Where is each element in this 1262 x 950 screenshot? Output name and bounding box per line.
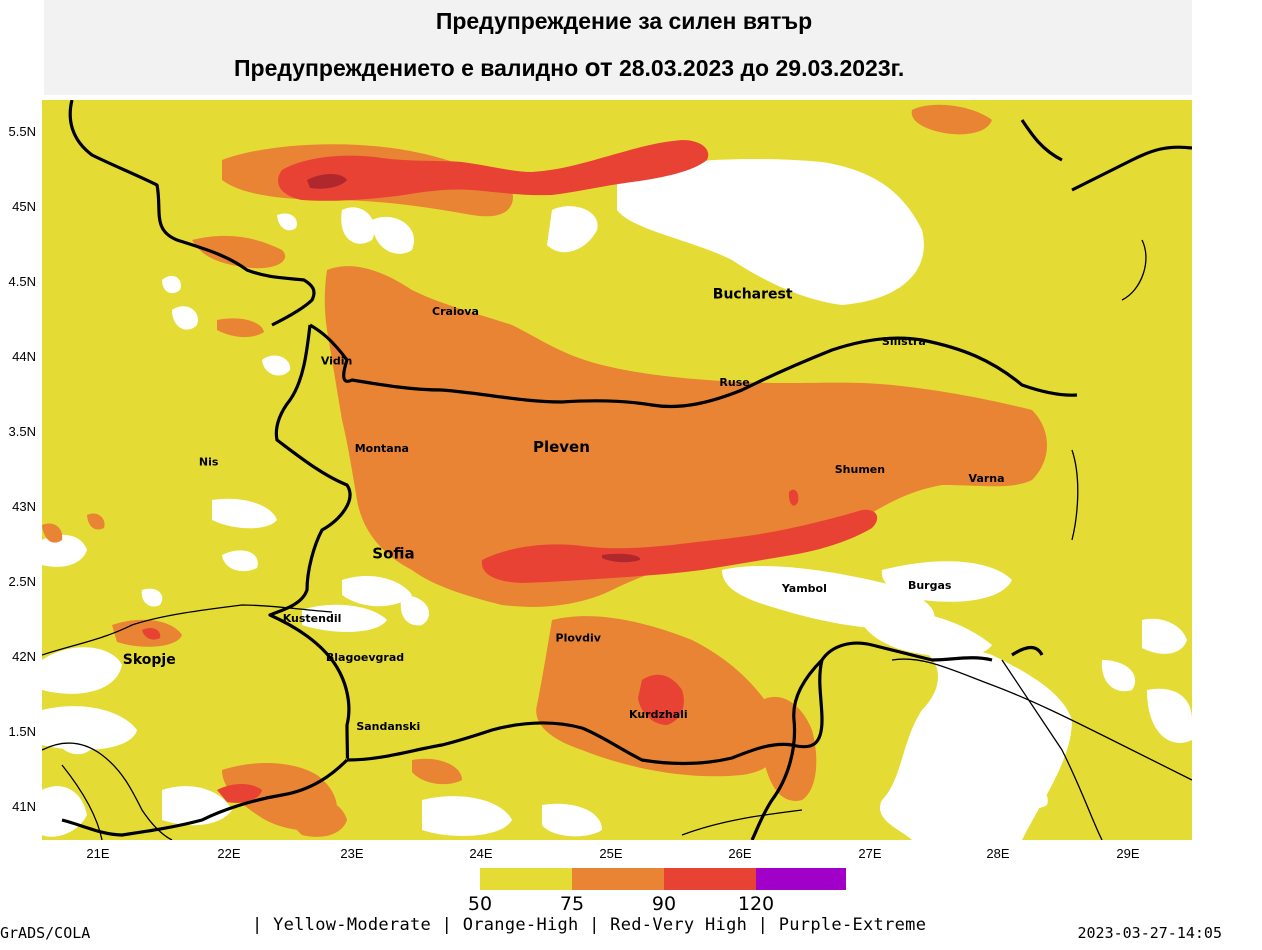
lat-label: 41N <box>12 799 36 814</box>
city-label-burgas: Burgas <box>908 579 952 592</box>
lat-label: 43N <box>12 499 36 514</box>
validity-subtitle: Предупреждението е валидно от 28.03.2023… <box>234 52 904 83</box>
city-label-nis: Nis <box>199 455 219 468</box>
lon-label: 21E <box>86 846 110 861</box>
lat-label: 5.5N <box>8 124 36 139</box>
city-label-blagoevgrad: Blagoevgrad <box>326 651 404 664</box>
very-high-warning-areas <box>142 140 878 803</box>
warning-title: Предупреждение за силен вятър <box>435 8 813 34</box>
grads-credit: GrADS/COLA <box>0 924 91 942</box>
city-label-yambol: Yambol <box>781 582 827 595</box>
lat-label: 4.5N <box>8 274 36 289</box>
city-label-montana: Montana <box>355 442 409 455</box>
lat-label: 42N <box>12 649 36 664</box>
city-label-vidin: Vidin <box>321 355 353 368</box>
lat-label: 45N <box>12 199 36 214</box>
city-label-pleven: Pleven <box>533 438 590 456</box>
lon-label: 23E <box>340 846 364 861</box>
city-label-sofia: Sofia <box>372 545 414 563</box>
legend-tick: 90 <box>651 893 677 915</box>
wind-warning-map: Craiova Bucharest Silistra Vidin Ruse Montana… <box>42 100 1192 840</box>
city-label-kustendil: Kustendil <box>283 612 342 625</box>
city-labels: Craiova Bucharest Silistra Vidin Ruse Montana… <box>123 287 1005 734</box>
legend-swatch-very-high <box>664 868 756 890</box>
legend-swatch-moderate <box>480 868 572 890</box>
city-label-sandanski: Sandanski <box>356 720 420 733</box>
lon-label: 22E <box>217 846 241 861</box>
legend-description: | Yellow-Moderate | Orange-High | Red-Ve… <box>252 915 927 935</box>
city-label-craiova: Craiova <box>432 305 479 318</box>
lon-label: 24E <box>469 846 493 861</box>
lon-label: 26E <box>728 846 752 861</box>
lat-label: 44N <box>12 349 36 364</box>
city-label-shumen: Shumen <box>835 463 885 476</box>
boundary-lines <box>42 239 1192 840</box>
title-banner <box>44 0 1192 95</box>
run-timestamp: 2023-03-27-14:05 <box>1077 924 1223 942</box>
city-label-ruse: Ruse <box>719 376 749 389</box>
legend-tick: 120 <box>737 893 775 915</box>
validity-from: от <box>584 52 613 82</box>
legend-swatch-extreme <box>756 868 846 890</box>
bulgaria-border <box>61 100 1192 840</box>
validity-dates: 28.03.2023 до 29.03.2023г. <box>612 55 905 81</box>
city-label-skopje: Skopje <box>123 652 176 668</box>
legend-tick: 50 <box>467 893 493 915</box>
extreme-core-areas <box>307 174 641 563</box>
city-label-varna: Varna <box>969 472 1005 485</box>
lon-label: 25E <box>599 846 623 861</box>
city-label-bucharest: Bucharest <box>713 287 793 303</box>
no-warning-areas <box>42 159 1192 840</box>
lon-label: 29E <box>1116 846 1140 861</box>
lat-label: 1.5N <box>8 724 36 739</box>
city-label-kurdzhali: Kurdzhali <box>629 708 688 721</box>
validity-prefix: Предупреждението е валидно <box>234 55 585 81</box>
legend-tick: 75 <box>559 893 585 915</box>
city-label-silistra: Silistra <box>882 335 926 348</box>
legend-colorbar <box>480 868 846 890</box>
city-label-plovdiv: Plovdiv <box>556 631 602 644</box>
lat-label: 2.5N <box>8 574 36 589</box>
legend-swatch-high <box>572 868 664 890</box>
lon-label: 27E <box>858 846 882 861</box>
lat-label: 3.5N <box>8 424 36 439</box>
lon-label: 28E <box>986 846 1010 861</box>
